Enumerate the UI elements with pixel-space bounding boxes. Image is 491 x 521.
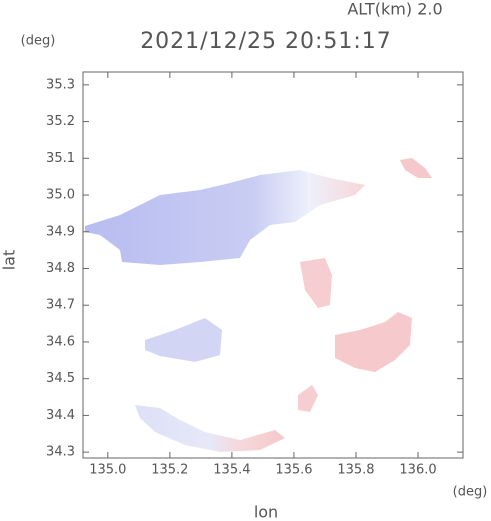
x-axis-label: lon [254,503,278,521]
y-tick-label: 35.0 [46,188,75,203]
y-tick-label: 34.3 [46,445,75,460]
y-tick-label: 34.4 [46,408,75,423]
echo-areas [85,158,432,452]
plot-frame [82,71,464,459]
x-tick-label: 135.4 [213,463,250,478]
x-tick-label: 135.0 [89,463,126,478]
x-unit: (deg) [453,485,488,500]
y-tick-label: 34.8 [46,261,75,276]
y-tick-label: 35.2 [46,114,75,129]
y-tick-label: 34.5 [46,371,75,386]
x-tick-label: 135.8 [337,463,374,478]
y-tick-label: 35.3 [46,77,75,92]
altitude-label: ALT(km) 2.0 [347,0,442,19]
chart-title: 2021/12/25 20:51:17 [140,29,392,54]
y-tick-label: 34.6 [46,334,75,349]
y-tick-label: 34.9 [46,224,75,239]
y-tick-label: 34.7 [46,298,75,313]
y-axis-label: lat [0,250,19,271]
x-tick-label: 135.2 [151,463,188,478]
y-tick-label: 35.1 [46,151,75,166]
y-unit: (deg) [21,34,56,49]
x-tick-label: 136.0 [399,463,436,478]
x-tick-label: 135.6 [275,463,312,478]
